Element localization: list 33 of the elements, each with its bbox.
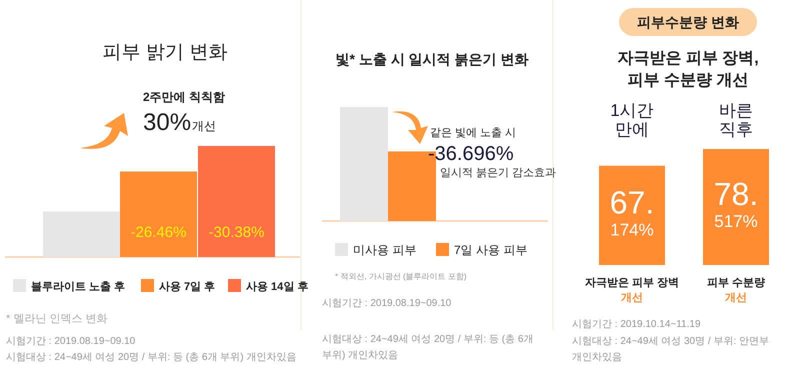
text: 시험기간 : 2019.10.14~11.19 <box>572 319 701 330</box>
annotation: -30.38% <box>208 224 264 241</box>
text: 바른 직후 <box>719 101 753 139</box>
text: 2주만에 칙칙함 <box>143 90 226 104</box>
legend-label: 사용 7일 후 <box>159 281 216 293</box>
legend-label: 미사용 피부 <box>353 243 416 257</box>
x-tick-label: 피부 수분량 <box>706 277 766 289</box>
text: 개선 <box>192 119 216 133</box>
text: 시험대상 : 24~49세 여성 30명 / 부위: 안면부 개인차있음 <box>572 336 769 363</box>
legend-label: 7일 사용 피부 <box>454 243 528 257</box>
text: 시험대상 : 24~49세 여성 20명 / 부위: 등 (총 6개 부위) 개인차있음 <box>6 352 296 363</box>
text: 개선 <box>725 292 747 304</box>
legend-label: 사용 14일 후 <box>246 281 308 293</box>
text: 시험기간 : 2019.08.19~09.10 <box>322 298 452 309</box>
chart-title: 피부 밝기 변화 <box>102 42 228 63</box>
text: 30% <box>143 109 192 136</box>
text: * 적외선, 가시광선 (블루라이트 포함) <box>335 272 467 281</box>
text: 1시간 만에 <box>610 101 654 139</box>
annotation: 같은 빛에 노출 시 <box>430 127 516 139</box>
text: 시험대상 : 24~49세 여성 20명 / 부위: 등 (총 6개 부위) 개인차있음 <box>322 334 534 361</box>
chart-subtitle: 자극받은 피부 장벽, 피부 수분량 개선 <box>617 50 759 89</box>
data-label: 67.174% <box>610 184 654 240</box>
annotation: 일시적 붉은기 감소효과 <box>440 167 556 179</box>
chart-title: 빛* 노출 시 일시적 붉은기 변화 <box>336 51 528 67</box>
annotation: -26.46% <box>130 224 186 241</box>
x-tick-label: 자극받은 피부 장벽 <box>584 277 680 289</box>
annotation: -36.696% <box>428 143 514 165</box>
chart-title: 피부수분량 변화 <box>637 14 739 30</box>
data-label: 78.517% <box>714 176 758 231</box>
text: 시험기간 : 2019.08.19~09.10 <box>6 336 136 347</box>
legend-label: 블루라이트 노출 후 <box>31 281 126 293</box>
text: 개선 <box>621 292 643 304</box>
text: * 멜라닌 인덱스 변화 <box>6 313 108 325</box>
